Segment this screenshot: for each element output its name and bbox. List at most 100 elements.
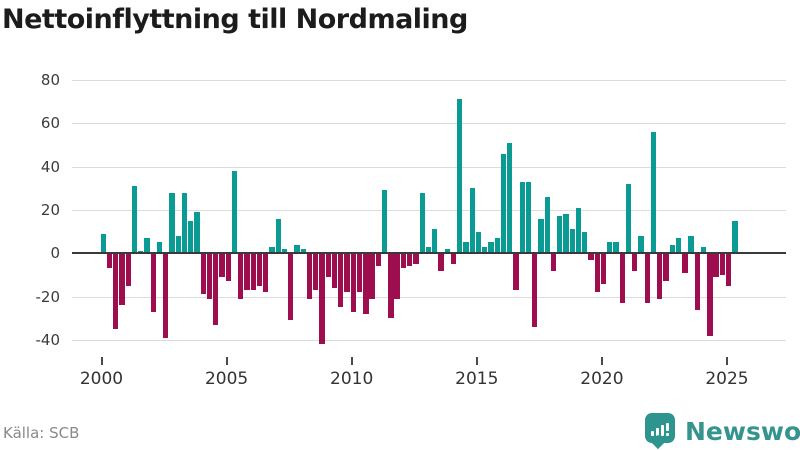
bar-2012-Q3 <box>413 253 419 265</box>
icon-exclamation-dot <box>666 432 670 436</box>
bar-2023-Q3 <box>688 235 694 254</box>
icon-bar-2 <box>656 428 660 436</box>
bar-2011-Q4 <box>394 253 400 299</box>
bar-2001-Q1 <box>125 253 131 286</box>
x-tick-label-2005: 2005 <box>204 369 249 389</box>
bar-2021-Q3 <box>638 235 644 254</box>
bar-2006-Q4 <box>269 246 275 254</box>
bar-2022-Q2 <box>657 253 663 299</box>
bar-2020-Q2 <box>607 242 613 254</box>
bar-2018-Q1 <box>550 253 557 271</box>
x-tick-2025 <box>726 357 728 365</box>
y-tick-label-80: 80 <box>40 70 60 89</box>
bar-2007-Q4 <box>294 244 300 254</box>
bar-2006-Q3 <box>263 253 269 293</box>
bar-2021-Q1 <box>625 183 632 254</box>
bar-2001-Q4 <box>144 238 150 254</box>
bar-2005-Q2 <box>231 170 238 254</box>
x-tick-label-2020: 2020 <box>580 369 624 389</box>
bar-2025-Q2 <box>732 220 738 254</box>
bar-2010-Q1 <box>350 253 356 312</box>
bar-2021-Q2 <box>632 253 638 271</box>
bar-2017-Q4 <box>544 196 550 254</box>
bar-2012-Q2 <box>406 253 413 267</box>
y-tick-label-20: 20 <box>40 200 60 219</box>
bar-2001-Q3 <box>138 251 144 254</box>
gridline--40 <box>72 339 786 341</box>
bar-2002-Q4 <box>169 192 175 254</box>
bar-2017-Q3 <box>538 218 544 254</box>
bar-2009-Q1 <box>325 253 331 278</box>
bar-2014-Q3 <box>463 242 469 254</box>
bar-2022-Q4 <box>669 244 675 254</box>
bar-2009-Q3 <box>338 253 344 308</box>
bar-2022-Q1 <box>650 131 657 254</box>
x-tick-2015 <box>475 357 478 365</box>
icon-exclamation-stem <box>666 423 670 431</box>
bar-2012-Q4 <box>419 192 425 254</box>
x-tick-label-2025: 2025 <box>705 369 749 389</box>
bar-2003-Q4 <box>194 212 200 254</box>
bar-2013-Q2 <box>432 229 438 254</box>
bar-2003-Q2 <box>181 192 188 254</box>
bar-2018-Q3 <box>563 214 569 254</box>
bar-2003-Q1 <box>175 235 181 254</box>
bar-2013-Q4 <box>444 248 450 254</box>
bar-2023-Q2 <box>682 253 688 273</box>
bar-2006-Q1 <box>250 253 256 291</box>
bar-2016-Q4 <box>519 181 525 254</box>
bar-2008-Q2 <box>306 253 313 299</box>
bar-2018-Q2 <box>557 216 563 254</box>
bar-2007-Q2 <box>281 248 288 254</box>
bar-2012-Q1 <box>400 253 407 269</box>
bar-2005-Q1 <box>225 253 231 282</box>
bar-2000-Q1 <box>100 233 106 254</box>
newsworthy-wordmark: Newsworthy <box>685 417 800 446</box>
gridline-80 <box>72 79 786 81</box>
icon-bar-1 <box>651 431 655 436</box>
bar-2008-Q1 <box>300 248 306 254</box>
bar-2020-Q4 <box>619 253 625 304</box>
bar-2024-Q3 <box>713 253 719 278</box>
bar-2016-Q1 <box>500 153 507 254</box>
y-tick-label-0: 0 <box>50 244 60 263</box>
bar-2010-Q3 <box>363 253 369 314</box>
gridline--20 <box>72 296 786 298</box>
bar-2015-Q1 <box>475 231 482 254</box>
bar-2021-Q4 <box>644 253 650 304</box>
bar-2023-Q4 <box>694 253 701 310</box>
bar-2004-Q4 <box>219 253 225 278</box>
bar-2008-Q4 <box>319 253 325 345</box>
bar-2020-Q3 <box>613 242 619 254</box>
icon-bar-3 <box>661 425 665 436</box>
bar-2011-Q3 <box>388 253 394 319</box>
y-tick-label-40: 40 <box>40 157 60 176</box>
bar-2019-Q3 <box>588 253 594 260</box>
x-tick-2000 <box>100 357 103 365</box>
bar-2019-Q2 <box>582 231 588 254</box>
bar-2000-Q4 <box>119 253 125 306</box>
bar-2009-Q2 <box>331 253 338 288</box>
bar-2005-Q4 <box>244 253 250 291</box>
bar-2013-Q1 <box>425 246 432 254</box>
bar-2024-Q4 <box>719 253 726 275</box>
bar-2008-Q3 <box>313 253 319 291</box>
bar-2016-Q3 <box>513 253 519 291</box>
bar-2014-Q4 <box>469 188 475 254</box>
y-tick-label--20: -20 <box>35 287 61 306</box>
x-tick-2010 <box>350 357 353 365</box>
bar-2000-Q2 <box>106 253 113 269</box>
bar-2015-Q3 <box>488 242 494 254</box>
bar-2004-Q1 <box>200 253 206 295</box>
zero-axis-line <box>72 252 786 255</box>
x-tick-2005 <box>225 357 228 365</box>
bar-2024-Q1 <box>700 246 707 254</box>
bar-2019-Q1 <box>575 207 582 254</box>
bar-2022-Q3 <box>663 253 669 282</box>
bar-2004-Q2 <box>206 253 213 299</box>
newsworthy-brand: Newsworthy <box>645 411 800 450</box>
bar-2011-Q2 <box>381 190 388 254</box>
source-attribution: Källa: SCB <box>3 424 80 442</box>
bar-2007-Q1 <box>275 218 281 254</box>
